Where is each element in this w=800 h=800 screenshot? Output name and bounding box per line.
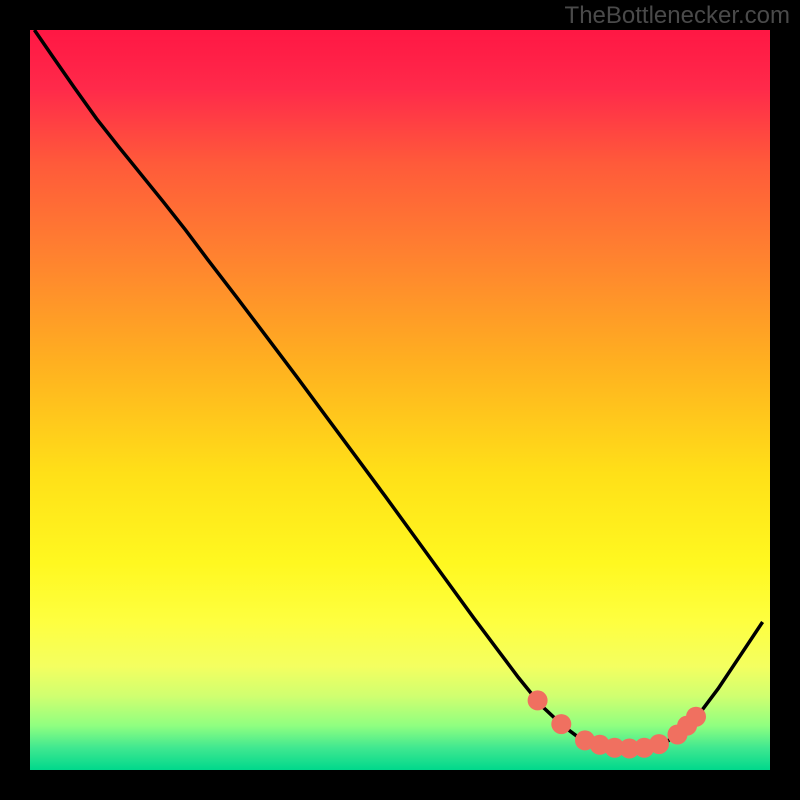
chart-container: TheBottlenecker.com xyxy=(0,0,800,800)
plot-background xyxy=(30,30,770,770)
watermark-text: TheBottlenecker.com xyxy=(565,2,790,30)
